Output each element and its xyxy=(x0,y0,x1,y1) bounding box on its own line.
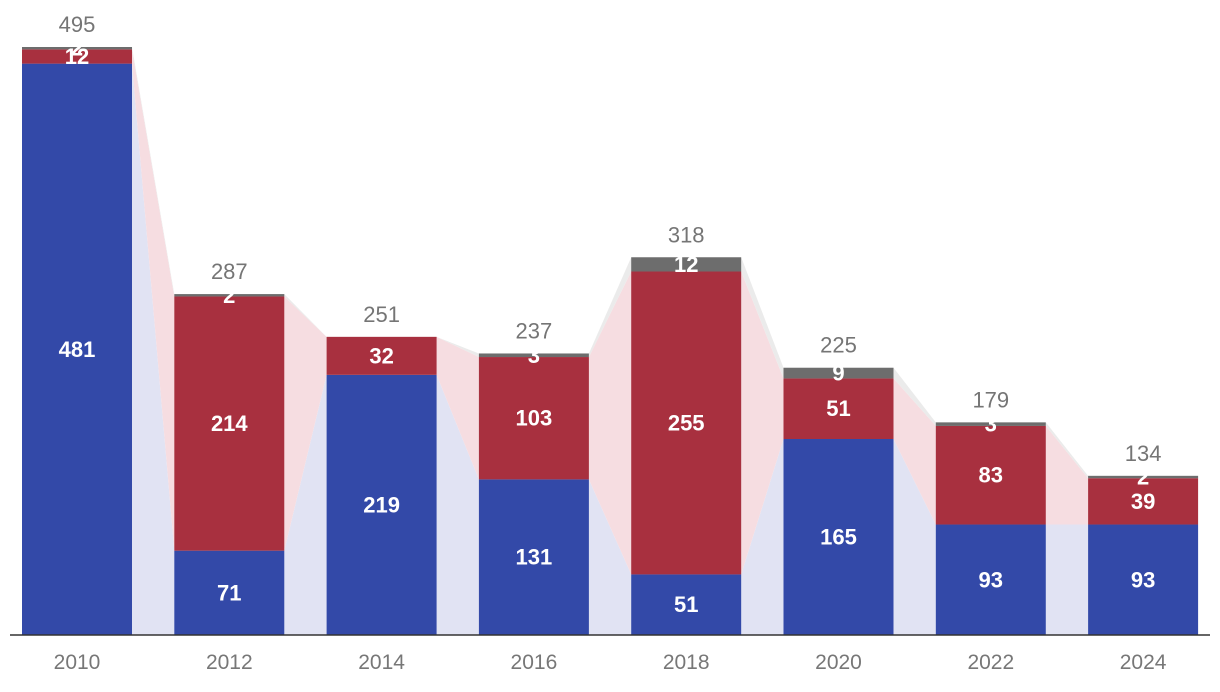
bar-segment-series2-2010 xyxy=(22,49,132,64)
connector-band-2-2018-2020 xyxy=(741,271,784,575)
connector-band-3-2016-2018 xyxy=(588,257,632,358)
connector-band-3-2020-2022 xyxy=(893,367,936,426)
bar-segment-series3-2020 xyxy=(783,367,894,379)
total-label-2012: 287 xyxy=(211,259,248,284)
data-labels: 4811224957121422872193225113110332375125… xyxy=(59,12,1162,617)
bar-segment-series2-2024 xyxy=(1088,478,1199,525)
connector-band-2-2022-2024 xyxy=(1045,425,1089,525)
segment-label-series1-2012: 71 xyxy=(217,580,241,605)
connector-band-1-2014-2016 xyxy=(436,374,479,635)
total-label-2022: 179 xyxy=(972,387,1009,412)
connector-band-3-2018-2020 xyxy=(741,257,784,379)
bar-segment-series1-2024 xyxy=(1088,524,1199,635)
segment-label-series3-2024: 2 xyxy=(1137,465,1149,490)
bar-segment-series3-2016 xyxy=(478,353,589,358)
connector-band-1-2018-2020 xyxy=(741,439,784,635)
bar-segments xyxy=(22,47,1199,635)
bar-segment-series3-2022 xyxy=(935,422,1046,426)
segment-label-series1-2024: 93 xyxy=(1131,567,1155,592)
bar-segment-series1-2014 xyxy=(326,374,437,635)
segment-label-series1-2010: 481 xyxy=(59,337,96,362)
segment-label-series2-2016: 103 xyxy=(516,406,553,431)
segment-label-series1-2018: 51 xyxy=(674,592,698,617)
x-tick-label-2012: 2012 xyxy=(206,651,253,674)
connector-band-3-2022-2024 xyxy=(1045,422,1089,479)
segment-label-series2-2024: 39 xyxy=(1131,489,1155,514)
x-tick-label-2014: 2014 xyxy=(358,651,405,674)
total-label-2010: 495 xyxy=(59,12,96,37)
x-tick-label-2022: 2022 xyxy=(967,651,1014,674)
bar-segment-series2-2020 xyxy=(783,378,894,439)
total-label-2020: 225 xyxy=(820,333,857,358)
connector-band-1-2016-2018 xyxy=(588,479,632,635)
bar-segment-series2-2016 xyxy=(478,357,589,480)
connector-band-2-2014-2016 xyxy=(436,336,479,480)
connector-band-1-2020-2022 xyxy=(893,439,936,635)
x-tick-label-2020: 2020 xyxy=(815,651,862,674)
segment-label-series3-2020: 9 xyxy=(832,361,844,386)
segment-label-series3-2022: 3 xyxy=(985,412,997,437)
bar-segment-series2-2018 xyxy=(631,271,742,575)
segment-label-series2-2020: 51 xyxy=(826,396,850,421)
connector-band-1-2022-2024 xyxy=(1045,524,1089,635)
segment-label-series2-2010: 12 xyxy=(65,44,89,69)
bar-segment-series2-2022 xyxy=(935,425,1046,525)
total-label-2016: 237 xyxy=(516,318,553,343)
connector-band-2-2020-2022 xyxy=(893,378,936,525)
connector-band-3-2010-2012 xyxy=(132,47,175,297)
segment-label-series2-2018: 255 xyxy=(668,410,705,435)
x-axis-tick-labels: 2010 2012 2014 2016 2018 2020 2022 2024 xyxy=(54,651,1167,674)
total-label-2024: 134 xyxy=(1125,441,1162,466)
connector-band-3-2012-2014 xyxy=(284,294,327,337)
bar-segment-series1-2018 xyxy=(631,574,742,635)
connector-band-2-2012-2014 xyxy=(284,296,327,551)
bar-segment-series1-2022 xyxy=(935,524,1046,635)
segment-label-series1-2022: 93 xyxy=(979,567,1003,592)
bar-segment-series3-2024 xyxy=(1088,475,1199,479)
x-tick-label-2024: 2024 xyxy=(1120,651,1167,674)
connector-band-1-2012-2014 xyxy=(284,374,327,635)
connector-band-2-2010-2012 xyxy=(132,49,175,551)
segment-label-series3-2016: 3 xyxy=(528,343,540,368)
connector-band-2-2016-2018 xyxy=(588,271,632,575)
x-tick-label-2018: 2018 xyxy=(663,651,710,674)
connector-band-3-2014-2016 xyxy=(436,336,479,358)
bar-segment-series1-2012 xyxy=(174,550,285,635)
bar-segment-series3-2018 xyxy=(631,257,742,272)
connector-bands xyxy=(132,47,1089,635)
bar-segment-series1-2016 xyxy=(478,479,589,635)
bar-segment-series2-2012 xyxy=(174,296,285,551)
segment-label-series2-2022: 83 xyxy=(979,463,1003,488)
segment-label-series1-2016: 131 xyxy=(516,545,553,570)
segment-label-series2-2014: 32 xyxy=(369,343,393,368)
bar-segment-series1-2010 xyxy=(22,63,132,635)
segment-label-series1-2020: 165 xyxy=(820,525,857,550)
segment-label-series3-2012: 2 xyxy=(223,283,235,308)
segment-label-series3-2010: 2 xyxy=(71,36,83,61)
total-label-2018: 318 xyxy=(668,222,705,247)
bar-segment-series3-2010 xyxy=(22,47,132,50)
segment-label-series3-2018: 12 xyxy=(674,252,698,277)
segment-label-series1-2014: 219 xyxy=(363,492,400,517)
total-label-2014: 251 xyxy=(363,302,400,327)
bar-segment-series3-2012 xyxy=(174,294,285,297)
bar-segment-series2-2014 xyxy=(326,336,437,375)
bar-segment-series1-2020 xyxy=(783,439,894,635)
connector-band-1-2010-2012 xyxy=(132,63,175,635)
x-tick-label-2010: 2010 xyxy=(54,651,101,674)
x-tick-label-2016: 2016 xyxy=(511,651,558,674)
segment-label-series2-2012: 214 xyxy=(211,411,248,436)
